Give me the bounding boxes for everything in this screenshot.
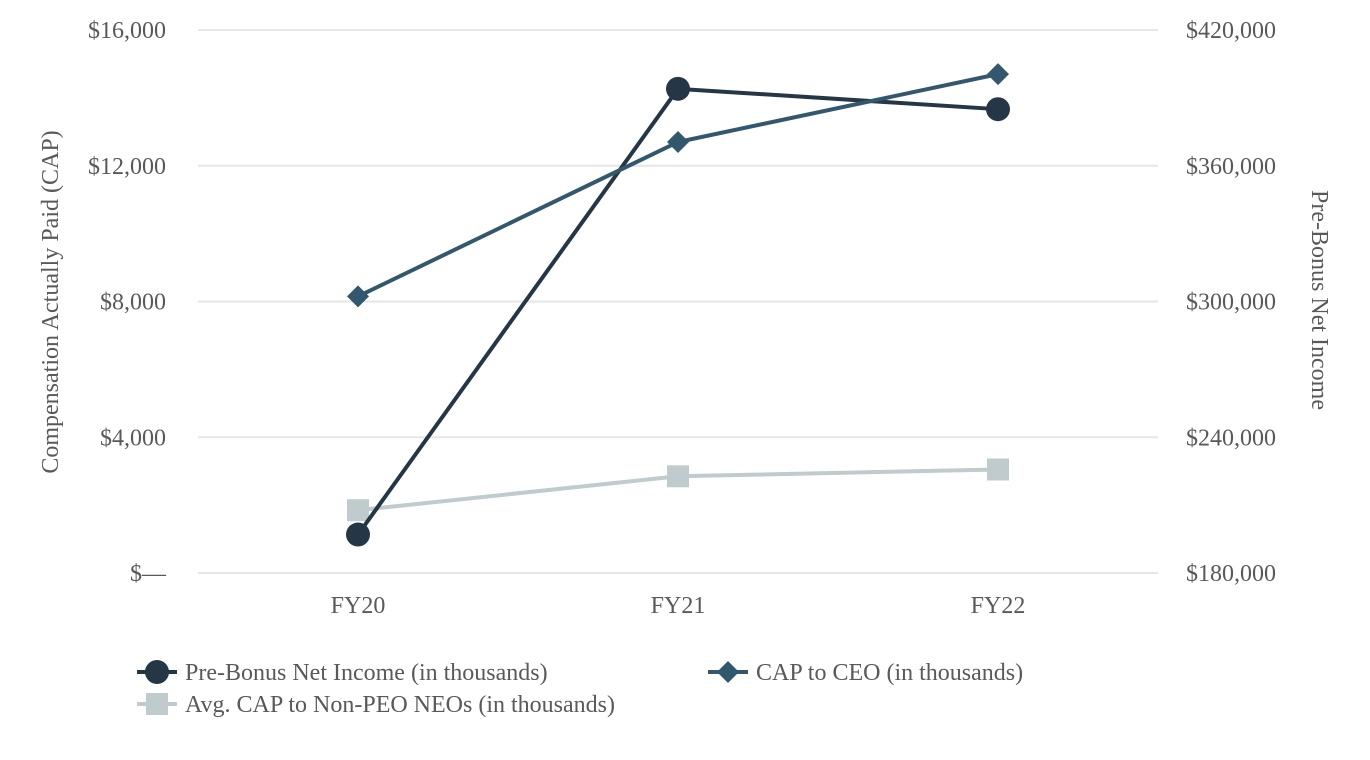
x-tick-label: FY20 — [331, 593, 386, 619]
left-tick-label: $4,000 — [100, 425, 166, 451]
series-1 — [346, 76, 1010, 547]
gridlines — [198, 29, 1158, 574]
left-tick-label: $8,000 — [100, 290, 166, 316]
square-point — [667, 465, 689, 488]
diamond-point — [987, 63, 1009, 86]
circle-point — [346, 522, 370, 547]
x-tick-label: FY21 — [651, 593, 706, 619]
legend-item: Pre-Bonus Net Income (in thousands) — [137, 660, 548, 686]
legend-diamond-icon — [717, 661, 739, 683]
series-2 — [347, 63, 1009, 308]
right-tick-label: $240,000 — [1186, 425, 1276, 451]
left-tick-label: $— — [130, 561, 167, 587]
legend-circle-icon — [145, 660, 169, 684]
right-tick-label: $180,000 — [1186, 561, 1276, 587]
square-point — [987, 458, 1009, 481]
circle-point — [666, 76, 690, 101]
right-tick-label: $360,000 — [1186, 154, 1276, 180]
right-axis-title: Pre-Bonus Net Income — [1306, 190, 1332, 410]
legend-square-icon — [146, 693, 168, 715]
legend-item: Avg. CAP to Non-PEO NEOs (in thousands) — [137, 692, 615, 718]
series-layer — [346, 63, 1010, 547]
right-tick-label: $420,000 — [1186, 18, 1276, 44]
right-tick-label: $300,000 — [1186, 290, 1276, 316]
series-line — [357, 72, 999, 299]
legend-label: Avg. CAP to Non-PEO NEOs (in thousands) — [185, 692, 615, 718]
left-tick-label: $16,000 — [88, 18, 166, 44]
right-axis-ticks: $180,000 $240,000 $300,000 $360,000 $420,000 — [1186, 18, 1276, 587]
legend-label: Pre-Bonus Net Income (in thousands) — [185, 660, 548, 686]
diamond-point — [347, 285, 369, 308]
left-tick-label: $12,000 — [88, 154, 166, 180]
circle-point — [986, 97, 1010, 122]
legend-label: CAP to CEO (in thousands) — [756, 660, 1023, 686]
diamond-point — [667, 130, 689, 153]
series-3 — [347, 458, 1009, 522]
x-axis-ticks: FY20 FY21 FY22 — [331, 593, 1026, 619]
legend: Pre-Bonus Net Income (in thousands) CAP t… — [137, 660, 1023, 718]
legend-item: CAP to CEO (in thousands) — [708, 660, 1023, 686]
square-point — [347, 499, 369, 522]
x-tick-label: FY22 — [971, 593, 1026, 619]
left-axis-ticks: $— $4,000 $8,000 $12,000 $16,000 — [88, 18, 167, 587]
left-axis-title: Compensation Actually Paid (CAP) — [38, 130, 64, 473]
